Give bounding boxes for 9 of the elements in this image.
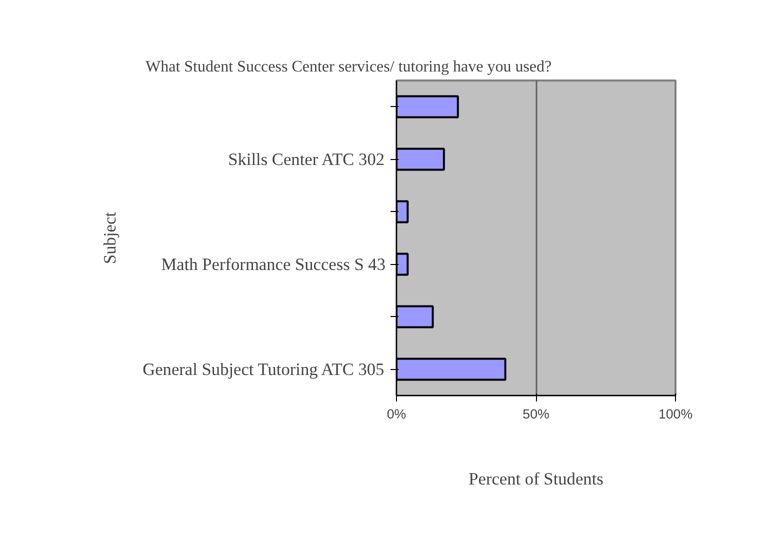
y-axis-title: Subject	[100, 212, 120, 264]
x-tick-label: 50%	[522, 406, 550, 422]
x-tick-label: 0%	[386, 406, 406, 422]
x-tick-label: 100%	[658, 406, 693, 422]
y-tick-label: Skills Center ATC 302	[228, 150, 385, 169]
y-tick-label: General Subject Tutoring ATC 305	[142, 360, 384, 379]
chart-title: What Student Success Center services/ tutoring have you used?	[146, 58, 552, 76]
x-axis-title: Percent of Students	[468, 470, 604, 488]
y-tick-label: Math Performance Success S 43	[161, 254, 386, 274]
